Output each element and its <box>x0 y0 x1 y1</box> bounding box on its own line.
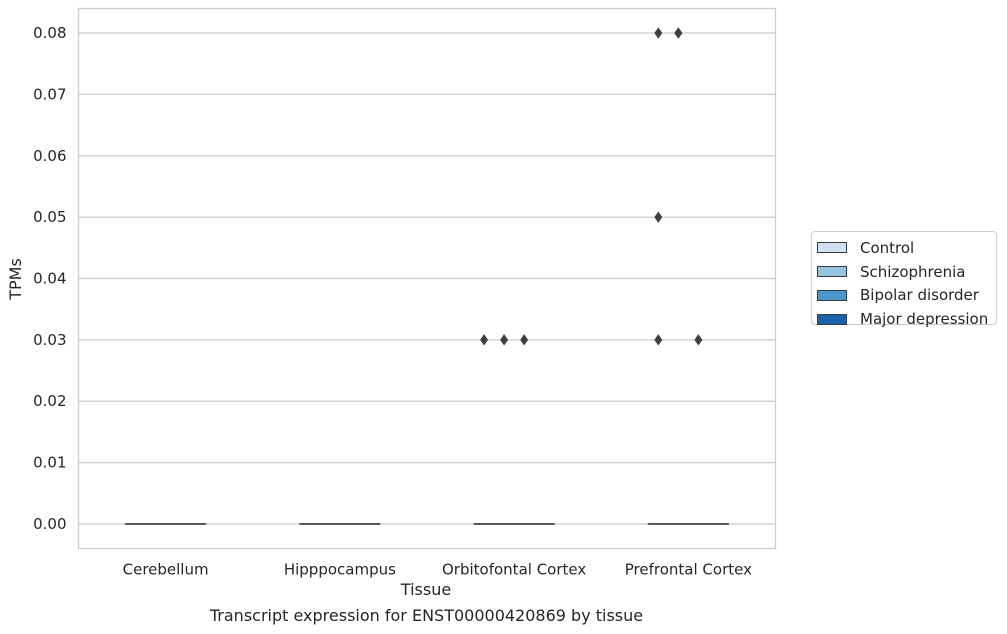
y-tick-label: 0.07 <box>33 85 66 103</box>
x-tick-label: Cerebellum <box>123 561 209 579</box>
grid-lines <box>78 32 776 525</box>
outlier-marks <box>480 27 703 346</box>
outlier-point <box>654 334 663 346</box>
outlier-point <box>520 334 529 346</box>
y-axis-label: TPMs <box>6 258 25 301</box>
legend-label-major-depression: Major depression <box>860 310 989 329</box>
y-tick-label: 0.01 <box>33 454 66 472</box>
legend-swatch-bipolar-disorder <box>817 289 847 301</box>
legend-label-control: Control <box>860 238 915 257</box>
y-tick-label: 0.03 <box>33 331 66 349</box>
outlier-point <box>654 211 663 223</box>
outlier-point <box>654 27 663 39</box>
legend-item-major-depression: Major depression <box>817 307 996 331</box>
legend-item-bipolar-disorder: Bipolar disorder <box>817 284 996 308</box>
x-tick-label: Orbitofontal Cortex <box>442 561 586 579</box>
legend-swatch-schizophrenia <box>817 266 847 278</box>
outlier-point <box>500 334 509 346</box>
x-tick-label: Prefrontal Cortex <box>625 561 752 579</box>
y-tick-label: 0.08 <box>33 24 66 42</box>
y-tick-labels: 0.00 0.01 0.02 0.03 0.04 0.05 0.06 0.07 0.08 <box>33 24 66 533</box>
figure-caption: Transcript expression for ENST0000042086… <box>209 606 644 625</box>
outlier-point <box>480 334 489 346</box>
legend-swatch-control <box>817 242 847 254</box>
x-axis-label: Tissue <box>400 580 451 599</box>
y-tick-label: 0.00 <box>33 515 66 533</box>
outlier-point <box>674 27 683 39</box>
legend-label-schizophrenia: Schizophrenia <box>860 262 966 281</box>
outlier-point <box>694 334 703 346</box>
legend-item-schizophrenia: Schizophrenia <box>817 260 996 284</box>
plot-frame <box>77 7 777 550</box>
x-tick-labels: Cerebellum Hipppocampus Orbitofontal Corte… <box>123 561 752 579</box>
y-tick-label: 0.02 <box>33 392 66 410</box>
x-tick-label: Hipppocampus <box>284 561 396 579</box>
legend-swatch-major-depression <box>817 313 847 325</box>
y-tick-label: 0.04 <box>33 270 66 288</box>
legend-item-control: Control <box>817 236 996 260</box>
legend-label-bipolar-disorder: Bipolar disorder <box>860 286 979 305</box>
legend: Control Schizophrenia Bipolar disorder M… <box>811 231 997 328</box>
y-tick-label: 0.05 <box>33 208 66 226</box>
y-tick-label: 0.06 <box>33 147 66 165</box>
